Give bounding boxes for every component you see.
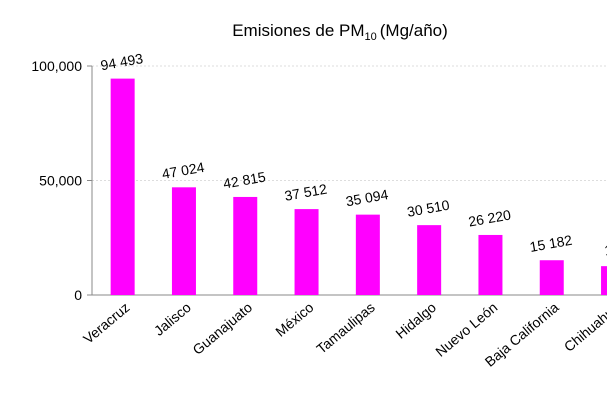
value-label: 12 [603,240,607,258]
value-label: 35 094 [345,186,390,209]
bar [601,266,607,295]
y-tick-label: 0 [74,287,82,303]
x-tick-label: Hidalgo [392,299,439,342]
x-tick-label: Guanajuato [189,299,255,358]
value-label: 37 512 [283,181,328,204]
bar [417,225,442,295]
value-label: 47 024 [161,159,206,182]
value-label: 94 493 [99,50,144,73]
bar [478,234,503,295]
value-label: 30 510 [406,197,451,220]
x-tick-label: México [272,299,316,340]
title-main: Emisiones de PM [232,21,364,40]
y-tick-label: 100,000 [31,58,82,74]
value-label: 42 815 [222,168,267,191]
x-tick-label: Chihuahua [561,299,607,355]
title-subscript: 10 [365,31,377,43]
bar [294,209,319,295]
y-tick-label: 50,000 [39,173,82,189]
x-tick-label: Veracruz [80,299,133,347]
bar [110,78,135,296]
x-tick-label: Tamaulipas [313,299,378,357]
bar [171,187,196,295]
title-unit: (Mg/año) [380,21,448,40]
bar [539,260,564,295]
bar [355,214,380,295]
value-label: 26 220 [467,206,512,229]
x-tick-label: Jalisco [151,299,194,339]
bar [233,196,258,295]
value-label: 15 182 [528,232,573,255]
chart-title: Emisiones de PM10 (Mg/año) [232,21,448,43]
